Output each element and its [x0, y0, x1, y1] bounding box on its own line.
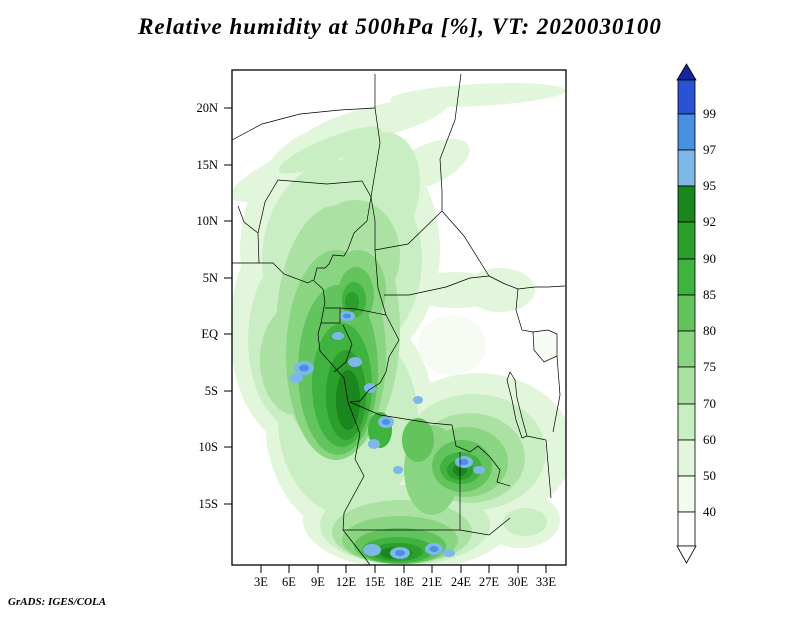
y-axis-labels: 20N 15N 10N 5N EQ 5S 10S 15S: [196, 101, 218, 511]
colorbar-label: 60: [703, 432, 716, 447]
colorbar-label: 99: [703, 106, 716, 121]
colorbar-segment: [677, 403, 696, 441]
colorbar-arrow-bottom: [676, 545, 697, 564]
y-tick-label: 5S: [205, 384, 218, 398]
y-tick-label: 10S: [199, 440, 219, 454]
colorbar-segment: [677, 330, 696, 368]
x-tick-label: 18E: [394, 575, 415, 589]
colorbar-segment: [677, 475, 696, 513]
x-tick-label: 30E: [508, 575, 529, 589]
lake-tanganyika: [506, 371, 528, 439]
colorbar-label: 97: [703, 142, 717, 157]
y-tick-label: EQ: [201, 327, 218, 341]
x-tick-label: 12E: [336, 575, 357, 589]
plot-title: Relative humidity at 500hPa [%], VT: 202…: [138, 14, 662, 39]
y-tick-label: 10N: [196, 214, 218, 228]
x-tick-label: 24E: [451, 575, 472, 589]
humidity-shading: [232, 70, 566, 565]
colorbar-label: 50: [703, 468, 716, 483]
colorbar-label: 95: [703, 178, 716, 193]
colorbar-segment: [677, 439, 696, 477]
x-tick-label: 33E: [536, 575, 557, 589]
y-tick-label: 15S: [199, 497, 219, 511]
colorbar-label: 70: [703, 396, 716, 411]
colorbar-label: 40: [703, 504, 716, 519]
x-tick-label: 15E: [365, 575, 386, 589]
colorbar-segment: [677, 258, 696, 296]
colorbar-label: 80: [703, 323, 716, 338]
colorbar-segment: [677, 149, 696, 187]
colorbar-arrow-top: [676, 63, 697, 81]
x-tick-label: 27E: [479, 575, 500, 589]
colorbar-segment: [677, 366, 696, 405]
x-tick-label: 6E: [282, 575, 296, 589]
y-tick-label: 5N: [203, 271, 218, 285]
x-tick-label: 21E: [422, 575, 443, 589]
shade-level-97-99: [299, 313, 469, 556]
colorbar-labels: 99 97 95 92 90 85 80 75 70 60 50 40: [703, 106, 717, 519]
x-axis-labels: 3E 6E 9E 12E 15E 18E 21E 24E 27E 30E 33E: [254, 575, 556, 589]
colorbar-segment: [677, 185, 696, 223]
dry-gap-congo-basin: [418, 315, 486, 375]
colorbar-segment: [677, 79, 696, 115]
axis-ticks: [224, 107, 547, 573]
coastline: [232, 262, 371, 565]
colorbar-label: 75: [703, 359, 716, 374]
colorbar-label: 90: [703, 251, 716, 266]
grads-attribution: GrADS: IGES/COLA: [8, 596, 107, 608]
country-borders: [232, 73, 566, 565]
colorbar-segment: [677, 113, 696, 151]
colorbar-label: 85: [703, 287, 716, 302]
plot-frame: [231, 69, 567, 566]
colorbar-segment: [677, 221, 696, 260]
y-tick-label: 15N: [196, 158, 218, 172]
y-tick-label: 20N: [196, 101, 218, 115]
x-tick-label: 9E: [311, 575, 325, 589]
colorbar-label: 92: [703, 214, 716, 229]
colorbar-segment: [677, 511, 696, 547]
colorbar: [676, 63, 697, 564]
colorbar-segment: [677, 294, 696, 332]
x-tick-label: 3E: [254, 575, 268, 589]
